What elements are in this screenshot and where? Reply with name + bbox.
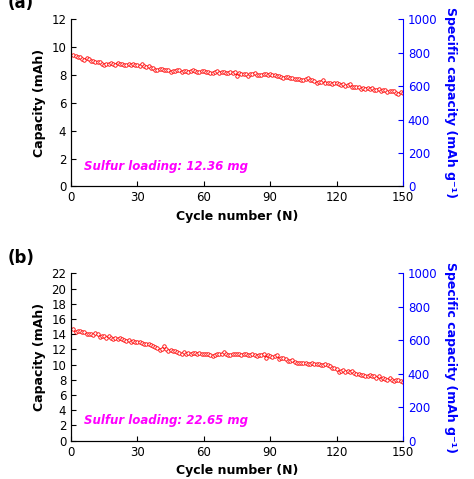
- Y-axis label: Capacity (mAh): Capacity (mAh): [33, 303, 46, 411]
- Text: (a): (a): [8, 0, 34, 12]
- Y-axis label: Specific capacity (mAh g⁻¹): Specific capacity (mAh g⁻¹): [444, 262, 457, 453]
- Text: Sulfur loading: 12.36 mg: Sulfur loading: 12.36 mg: [84, 160, 248, 173]
- X-axis label: Cycle number (N): Cycle number (N): [176, 210, 298, 223]
- Y-axis label: Capacity (mAh): Capacity (mAh): [33, 49, 46, 157]
- Text: (b): (b): [8, 249, 35, 267]
- X-axis label: Cycle number (N): Cycle number (N): [176, 464, 298, 477]
- Text: Sulfur loading: 22.65 mg: Sulfur loading: 22.65 mg: [84, 414, 248, 427]
- Y-axis label: Specific capacity (mAh g⁻¹): Specific capacity (mAh g⁻¹): [444, 7, 457, 198]
